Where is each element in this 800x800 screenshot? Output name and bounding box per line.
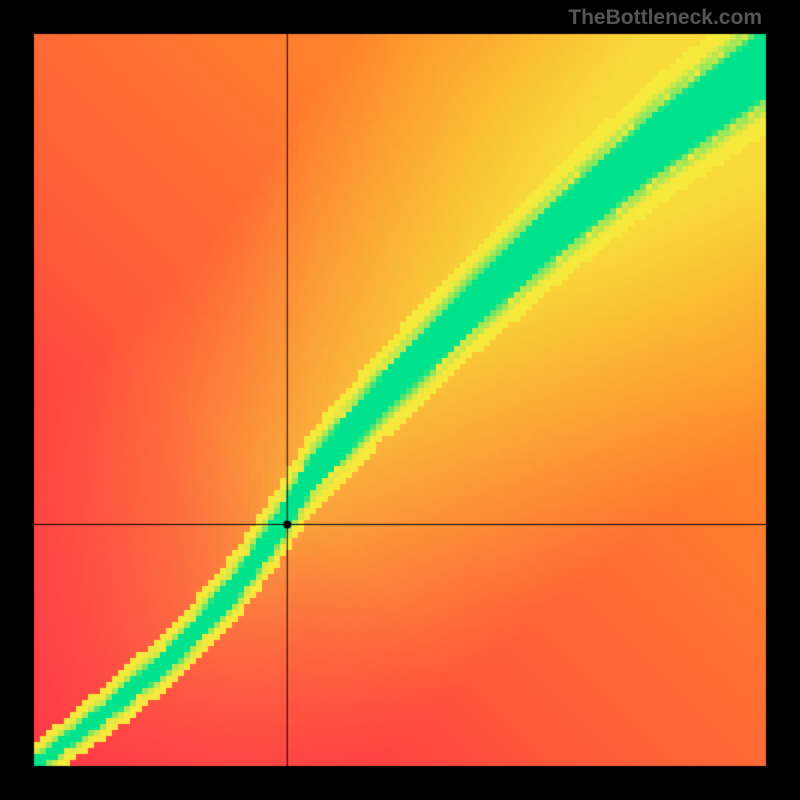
chart-container: TheBottleneck.com bbox=[0, 0, 800, 800]
attribution-text: TheBottleneck.com bbox=[568, 6, 762, 30]
bottleneck-heatmap bbox=[0, 0, 800, 800]
